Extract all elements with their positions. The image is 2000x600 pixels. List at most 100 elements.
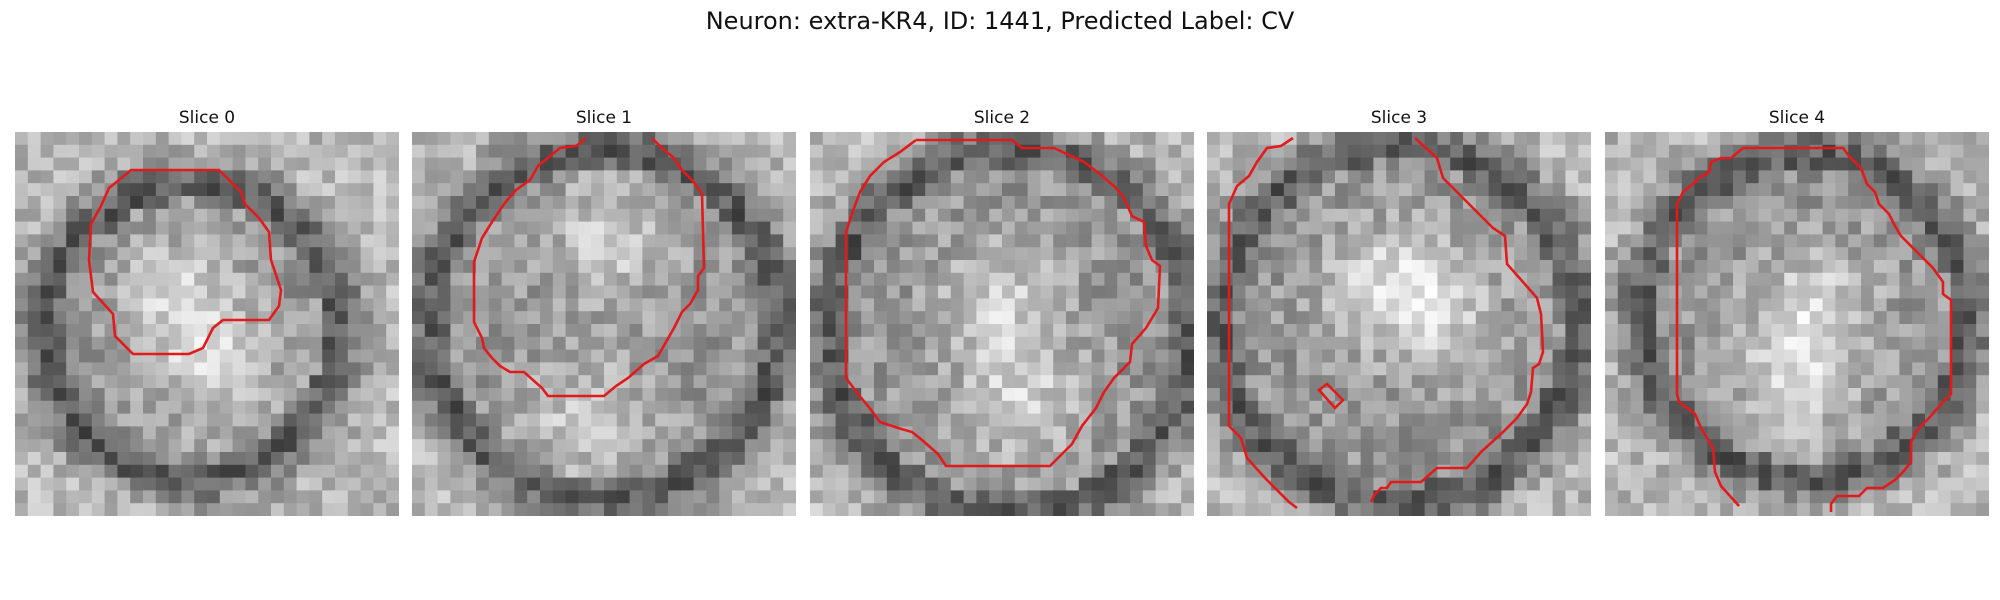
- pixel-cell: [53, 157, 67, 171]
- pixel-cell: [706, 349, 720, 363]
- pixel-cell: [565, 208, 579, 223]
- pixel-cell: [706, 208, 720, 223]
- pixel-cell: [1130, 157, 1144, 171]
- pixel-cell: [258, 503, 272, 516]
- pixel-cell: [604, 490, 618, 504]
- pixel-cell: [1899, 324, 1913, 338]
- pixel-cell: [1873, 490, 1888, 504]
- pixel-cell: [1720, 247, 1734, 261]
- pixel-cell: [1809, 196, 1824, 210]
- pixel-cell: [1207, 247, 1221, 261]
- pixel-cell: [1296, 132, 1310, 146]
- pixel-cell: [1886, 477, 1900, 491]
- pixel-cell: [899, 452, 913, 466]
- pixel-cell: [424, 144, 439, 159]
- pixel-cell: [1424, 247, 1438, 261]
- pixel-cell: [514, 477, 528, 491]
- pixel-cell: [168, 452, 182, 466]
- pixel-cell: [514, 375, 528, 389]
- pixel-cell: [1411, 247, 1426, 261]
- pixel-cell: [989, 452, 1003, 466]
- pixel-cell: [1232, 452, 1246, 466]
- pixel-cell: [886, 452, 901, 466]
- pixel-cell: [1207, 157, 1221, 171]
- pixel-cell: [744, 183, 759, 197]
- pixel-cell: [1463, 170, 1477, 184]
- pixel-cell: [1463, 503, 1477, 516]
- pixel-cell: [757, 208, 771, 223]
- pixel-cell: [232, 311, 246, 325]
- pixel-cell: [616, 247, 631, 261]
- pixel-cell: [501, 298, 515, 312]
- pixel-cell: [79, 477, 93, 491]
- pixel-cell: [386, 260, 399, 274]
- pixel-cell: [322, 247, 336, 261]
- pixel-cell: [565, 388, 579, 402]
- pixel-cell: [53, 477, 67, 491]
- pixel-cell: [309, 375, 323, 389]
- pixel-cell: [1322, 362, 1336, 376]
- pixel-cell: [1283, 388, 1298, 402]
- pixel-cell: [912, 132, 926, 146]
- pixel-cell: [1335, 490, 1349, 504]
- pixel-cell: [207, 144, 221, 159]
- pixel-cell: [540, 452, 554, 466]
- pixel-cell: [1707, 375, 1721, 389]
- pixel-cell: [1232, 132, 1246, 146]
- pixel-cell: [1771, 247, 1785, 261]
- pixel-cell: [373, 362, 387, 376]
- pixel-cell: [680, 362, 695, 376]
- pixel-cell: [1694, 477, 1708, 491]
- pixel-cell: [1681, 221, 1696, 235]
- pixel-cell: [1360, 208, 1374, 223]
- pixel-cell: [578, 349, 592, 363]
- pixel-cell: [207, 132, 221, 146]
- pixel-cell: [1950, 208, 1964, 223]
- pixel-cell: [783, 375, 796, 389]
- pixel-cell: [770, 170, 784, 184]
- pixel-cell: [104, 208, 118, 223]
- pixel-cell: [706, 490, 720, 504]
- pixel-cell: [1475, 157, 1490, 171]
- pixel-cell: [271, 362, 285, 376]
- pixel-cell: [1527, 336, 1541, 351]
- pixel-cell: [1848, 183, 1862, 197]
- pixel-cell: [335, 170, 349, 184]
- pixel-cell: [1347, 362, 1362, 376]
- pixel-cell: [79, 336, 93, 351]
- pixel-cell: [1886, 221, 1900, 235]
- pixel-cell: [1347, 464, 1362, 479]
- pixel-cell: [744, 324, 759, 338]
- pixel-cell: [925, 439, 939, 453]
- pixel-cell: [744, 144, 759, 159]
- pixel-cell: [1963, 132, 1977, 146]
- pixel-cell: [1475, 298, 1490, 312]
- pixel-cell: [1450, 183, 1464, 197]
- pixel-cell: [1258, 324, 1272, 338]
- pixel-cell: [194, 375, 208, 389]
- pixel-cell: [283, 183, 298, 197]
- pixel-cell: [1488, 490, 1502, 504]
- pixel-cell: [168, 503, 182, 516]
- pixel-cell: [1848, 413, 1862, 427]
- pixel-cell: [1360, 375, 1374, 389]
- pixel-cell: [989, 260, 1003, 274]
- pixel-cell: [1745, 272, 1760, 287]
- pixel-cell: [347, 349, 362, 363]
- pixel-cell: [1848, 336, 1862, 351]
- pixel-cell: [1053, 298, 1067, 312]
- pixel-cell: [1130, 221, 1144, 235]
- pixel-cell: [616, 336, 631, 351]
- pixel-cell: [335, 477, 349, 491]
- pixel-cell: [1411, 260, 1426, 274]
- pixel-cell: [1501, 298, 1515, 312]
- pixel-cell: [1912, 362, 1926, 376]
- pixel-cell: [1745, 298, 1760, 312]
- pixel-cell: [463, 247, 477, 261]
- pixel-cell: [271, 234, 285, 248]
- pixel-cell: [938, 311, 952, 325]
- pixel-cell: [757, 298, 771, 312]
- pixel-cell: [1822, 221, 1836, 235]
- pixel-cell: [1527, 311, 1541, 325]
- pixel-cell: [732, 400, 746, 415]
